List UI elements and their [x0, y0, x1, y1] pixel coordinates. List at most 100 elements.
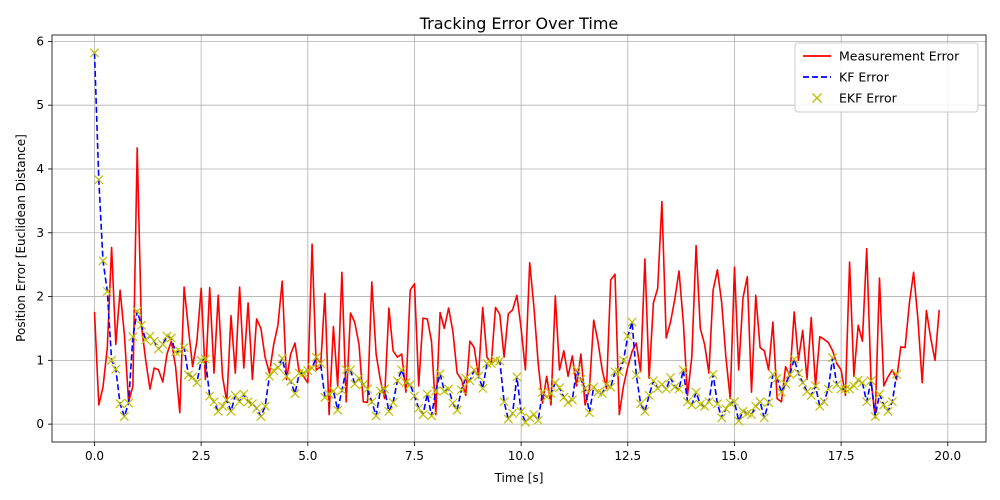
ekf-point-stroke	[324, 389, 334, 399]
ekf-point-stroke	[729, 397, 740, 407]
ekf-point	[704, 397, 714, 407]
ekf-point-stroke	[226, 406, 236, 417]
ekf-point-stroke	[503, 414, 513, 424]
ekf-point	[601, 379, 612, 390]
ekf-point	[269, 365, 279, 376]
ekf-point-stroke	[674, 384, 684, 394]
ekf-point-stroke	[490, 355, 501, 365]
ekf-point-stroke	[623, 331, 633, 341]
ekf-point	[614, 367, 624, 377]
ekf-point-stroke	[392, 376, 403, 386]
ekf-point	[426, 411, 437, 421]
ekf-point	[290, 388, 300, 399]
ekf-point-stroke	[571, 365, 582, 375]
measurement-error-line	[93, 147, 940, 419]
y-tick-label: 5	[36, 98, 44, 112]
ekf-point	[222, 395, 232, 405]
ekf-point	[644, 390, 654, 401]
ekf-point	[448, 398, 458, 408]
ekf-point	[674, 384, 684, 394]
ekf-point	[132, 306, 142, 316]
ekf-point-stroke	[187, 372, 198, 382]
legend-label-kf: KF Error	[839, 70, 890, 85]
ekf-point-stroke	[597, 388, 607, 399]
ekf-point-stroke	[482, 358, 492, 369]
ekf-point	[495, 356, 505, 366]
ekf-point	[823, 384, 833, 394]
ekf-point-stroke	[836, 384, 846, 394]
ekf-point-stroke	[102, 286, 112, 297]
ekf-point	[729, 397, 740, 407]
ekf-point-stroke	[132, 306, 142, 316]
ekf-point-stroke	[251, 403, 262, 413]
ekf-point-stroke	[883, 406, 893, 417]
ekf-point-stroke	[606, 382, 616, 392]
ekf-point-stroke	[559, 392, 569, 402]
ekf-point	[853, 375, 863, 385]
ekf-point-stroke	[507, 408, 518, 418]
ekf-point	[482, 358, 492, 369]
ekf-point	[712, 399, 723, 409]
ekf-point	[819, 397, 829, 407]
ekf-point	[264, 371, 275, 381]
ekf-point	[631, 370, 641, 380]
ekf-point-stroke	[721, 404, 731, 414]
ekf-point	[205, 391, 215, 401]
ekf-point-stroke	[145, 331, 155, 341]
ekf-point-stroke	[183, 370, 193, 380]
ekf-point-stroke	[640, 406, 650, 417]
ekf-point-stroke	[371, 411, 381, 421]
ekf-point	[682, 397, 693, 407]
ekf-point-stroke	[426, 411, 437, 421]
ekf-point-stroke	[512, 372, 522, 382]
ekf-point-stroke	[333, 405, 343, 415]
ekf-point-stroke	[128, 332, 138, 342]
legend: Measurement Error KF Error EKF Error	[794, 42, 979, 113]
ekf-point-stroke	[746, 409, 757, 420]
ekf-point	[478, 383, 488, 394]
ekf-point-stroke	[862, 397, 872, 407]
ekf-point-stroke	[124, 398, 134, 408]
ekf-point	[887, 397, 897, 407]
ekf-point-stroke	[695, 399, 705, 409]
ekf-point	[759, 413, 769, 423]
ekf-point	[392, 376, 403, 386]
ekf-point-stroke	[486, 358, 496, 369]
ekf-point	[546, 388, 556, 399]
ekf-point-stroke	[874, 389, 885, 399]
ekf-point-stroke	[397, 365, 407, 375]
ekf-point	[665, 372, 676, 383]
ekf-point-stroke	[648, 376, 659, 386]
legend-box	[794, 42, 979, 113]
x-tick-label: 20.0	[934, 449, 961, 463]
ekf-point-stroke	[533, 415, 543, 425]
ekf-point-stroke	[111, 364, 121, 374]
ekf-point-stroke	[687, 400, 697, 410]
ekf-point-stroke	[755, 397, 765, 407]
ekf-point-stroke	[734, 416, 744, 426]
ekf-point-stroke	[234, 397, 245, 407]
ekf-point-stroke	[738, 406, 748, 417]
ekf-point	[209, 397, 219, 407]
ekf-point-stroke	[362, 384, 373, 394]
ekf-point-stroke	[222, 395, 232, 405]
ekf-point	[576, 374, 586, 385]
ekf-point-stroke	[303, 365, 313, 376]
ekf-point-stroke	[409, 391, 420, 401]
y-axis-label: Position Error [Euclidean Distance]	[14, 134, 28, 342]
ekf-point	[379, 384, 390, 394]
ekf-point-stroke	[546, 388, 556, 399]
ekf-point-stroke	[230, 390, 240, 401]
ekf-point-stroke	[589, 382, 599, 392]
ekf-point-stroke	[670, 382, 680, 392]
ekf-point-stroke	[281, 371, 292, 381]
ekf-point	[776, 387, 787, 397]
ekf-point-stroke	[499, 397, 509, 407]
ekf-point	[362, 384, 373, 394]
x-tick-label: 5.0	[298, 449, 317, 463]
ekf-point-stroke	[179, 342, 189, 353]
ekf-point	[661, 384, 671, 394]
ekf-point	[311, 352, 321, 362]
ekf-point	[443, 384, 454, 394]
ekf-error-markers	[89, 48, 902, 427]
